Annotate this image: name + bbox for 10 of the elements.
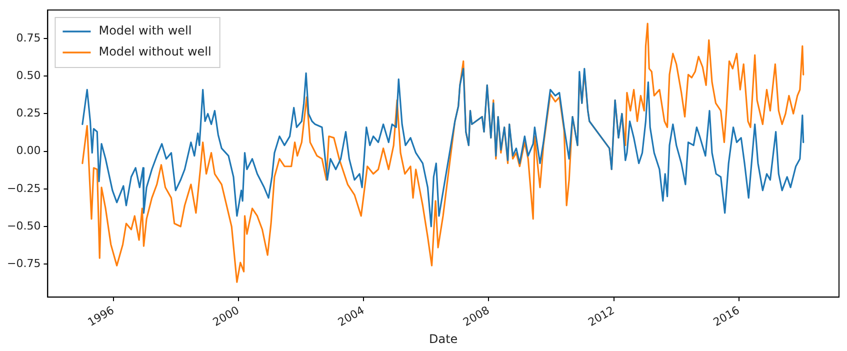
y-tick-label: 0.50 bbox=[16, 69, 41, 82]
legend-label: Model with well bbox=[98, 24, 192, 38]
y-tick-label: −0.50 bbox=[6, 219, 41, 232]
y-tick-label: −0.25 bbox=[6, 182, 41, 195]
y-tick-label: −0.75 bbox=[6, 256, 41, 270]
legend-label: Model without well bbox=[98, 44, 212, 59]
y-tick-label: 0.25 bbox=[16, 106, 41, 120]
x-axis-title: Date bbox=[429, 332, 458, 346]
y-tick-label: 0.75 bbox=[16, 31, 41, 44]
y-tick-label: 0.00 bbox=[16, 144, 41, 158]
